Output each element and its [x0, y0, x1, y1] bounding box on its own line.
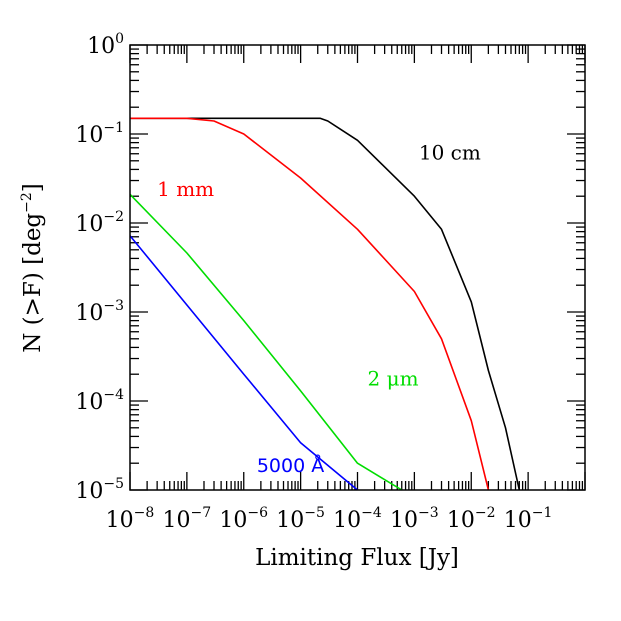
- plot-frame: [129, 44, 586, 491]
- y-axis-title-main: N (>F) [deg: [20, 213, 46, 353]
- y-axis-title-close: ]: [20, 183, 46, 192]
- series-label-1: 1 mm: [157, 177, 214, 201]
- x-tick-label: 10−4: [333, 505, 382, 533]
- y-tick-label: 10−5: [75, 476, 124, 504]
- series-line-2: [129, 193, 403, 491]
- x-tick-label: 10−1: [504, 505, 553, 533]
- tick-marks: [129, 44, 586, 491]
- series-label-3: 5000 Å: [257, 454, 324, 477]
- x-tick-label: 10−2: [447, 505, 496, 533]
- y-tick-label: 10−2: [75, 209, 124, 237]
- x-tick-label: 10−6: [219, 505, 268, 533]
- series-label-2: 2 μm: [368, 366, 419, 390]
- series-annotations: 10 cm 1 mm 2 μm 5000 Å: [157, 140, 481, 477]
- y-axis-title: N (>F) [deg−2]: [19, 183, 46, 353]
- x-tick-label: 10−7: [163, 505, 212, 533]
- y-tick-label: 10−1: [75, 120, 124, 148]
- y-tick-label: 10−3: [75, 298, 124, 326]
- x-tick-labels: 10−8 10−7 10−6 10−5 10−4 10−3 10−2 10−1: [106, 505, 553, 533]
- y-axis-title-exponent: −2: [19, 192, 35, 213]
- x-axis-title: Limiting Flux [Jy]: [255, 545, 459, 571]
- y-tick-labels: 100 10−1 10−2 10−3 10−4 10−5: [75, 31, 124, 504]
- y-tick-label: 10−4: [75, 387, 124, 415]
- x-tick-label: 10−5: [276, 505, 325, 533]
- x-tick-label: 10−8: [106, 505, 155, 533]
- series-line-3: [129, 235, 359, 491]
- y-tick-label: 100: [87, 31, 124, 59]
- x-tick-label: 10−3: [390, 505, 439, 533]
- series-line-0: [130, 117, 521, 491]
- series-line-1: [130, 117, 490, 491]
- series-label-0: 10 cm: [419, 140, 481, 164]
- series-lines: [129, 117, 521, 491]
